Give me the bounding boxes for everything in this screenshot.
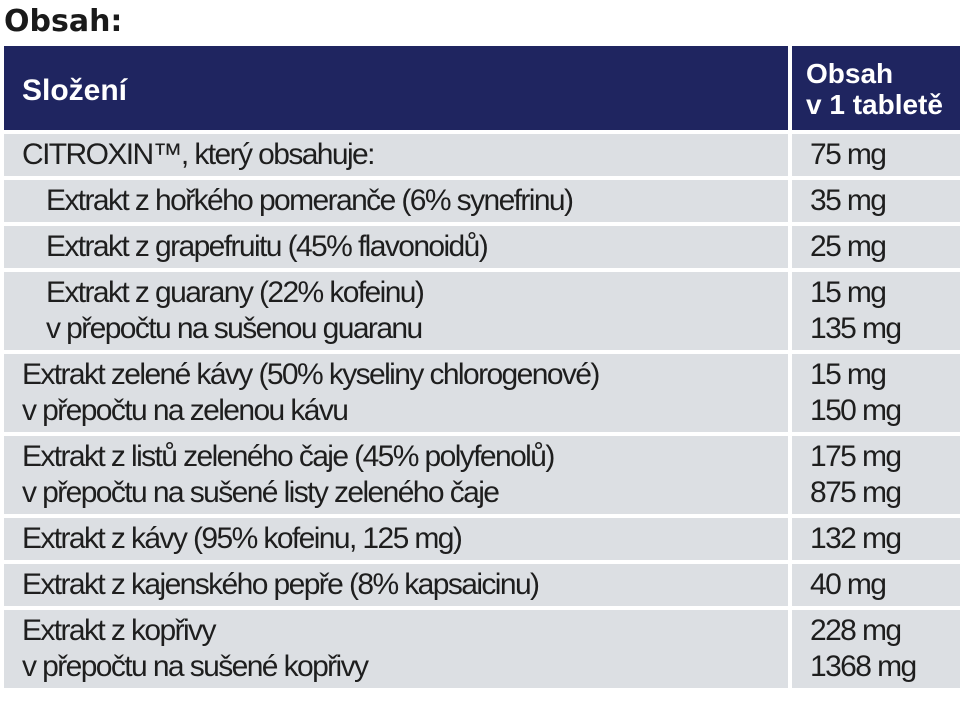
amount-text: 132 mg [810,522,902,555]
amount-text: 15 mg [810,358,887,391]
ingredient-cell: Extrakt z grapefruitu (45% flavonoidů) [4,226,788,268]
amount-cell: 40 mg [792,564,960,606]
ingredient-subtext: v přepočtu na sušené kopřivy [22,650,369,683]
amount-subtext: 875 mg [810,476,902,509]
amount-cell: 25 mg [792,226,960,268]
ingredient-text: Extrakt zelené kávy (50% kyseliny chloro… [22,358,600,391]
amount-cell: 75 mg [792,134,960,176]
ingredient-cell: Extrakt zelené kávy (50% kyseliny chloro… [4,354,788,432]
ingredient-cell: Extrakt z kopřivy v přepočtu na sušené k… [4,610,788,688]
amount-text: 15 mg [810,276,887,309]
composition-table: Složení Obsah v 1 tabletě CITROXIN™, kte… [4,46,960,692]
ingredient-subtext: v přepočtu na sušenou guaranu [46,312,423,345]
table-row: Extrakt zelené kávy (50% kyseliny chloro… [4,354,960,432]
table-row: Extrakt z listů zeleného čaje (45% polyf… [4,436,960,514]
amount-cell: 15 mg 150 mg [792,354,960,432]
column-header-amount: Obsah v 1 tabletě [792,46,960,130]
ingredient-subtext: v přepočtu na zelenou kávu [22,394,349,427]
table-row: CITROXIN™, který obsahuje: 75 mg [4,134,960,176]
table-header-row: Složení Obsah v 1 tabletě [4,46,960,130]
table-row: Extrakt z grapefruitu (45% flavonoidů) 2… [4,226,960,268]
amount-subtext: 150 mg [810,394,902,427]
ingredient-text: Extrakt z kopřivy [22,614,216,647]
page-heading: Obsah: [4,4,123,39]
amount-cell: 175 mg 875 mg [792,436,960,514]
amount-cell: 15 mg 135 mg [792,272,960,350]
amount-cell: 228 mg 1368 mg [792,610,960,688]
ingredient-cell: CITROXIN™, který obsahuje: [4,134,788,176]
ingredient-cell: Extrakt z kávy (95% kofeinu, 125 mg) [4,518,788,560]
ingredient-subtext: v přepočtu na sušené listy zeleného čaje [22,476,500,509]
ingredient-text: Extrakt z guarany (22% kofeinu) [46,276,425,309]
table-row: Extrakt z kávy (95% kofeinu, 125 mg) 132… [4,518,960,560]
amount-text: 25 mg [810,230,887,263]
ingredient-text: Extrakt z hořkého pomeranče (6% synefrin… [46,184,574,217]
ingredient-text: Extrakt z kávy (95% kofeinu, 125 mg) [22,522,463,555]
amount-text: 35 mg [810,184,887,217]
ingredient-cell: Extrakt z hořkého pomeranče (6% synefrin… [4,180,788,222]
amount-subtext: 135 mg [810,312,902,345]
amount-text: 75 mg [810,138,887,171]
ingredient-text: Extrakt z grapefruitu (45% flavonoidů) [46,230,489,263]
amount-text: 40 mg [810,568,887,601]
amount-text: 175 mg [810,440,902,473]
ingredient-cell: Extrakt z kajenského pepře (8% kapsaicin… [4,564,788,606]
amount-cell: 35 mg [792,180,960,222]
ingredient-cell: Extrakt z listů zeleného čaje (45% polyf… [4,436,788,514]
ingredient-text: Extrakt z kajenského pepře (8% kapsaicin… [22,568,540,601]
ingredient-text: Extrakt z listů zeleného čaje (45% polyf… [22,440,555,473]
table-row: Extrakt z kopřivy v přepočtu na sušené k… [4,610,960,688]
table-row: Extrakt z hořkého pomeranče (6% synefrin… [4,180,960,222]
column-header-composition: Složení [4,46,788,130]
amount-subtext: 1368 mg [810,650,917,683]
ingredient-cell: Extrakt z guarany (22% kofeinu) v přepoč… [4,272,788,350]
amount-cell: 132 mg [792,518,960,560]
column-header-amount-line1: Obsah [806,58,894,89]
amount-text: 228 mg [810,614,902,647]
column-header-amount-line2: v 1 tabletě [806,89,943,120]
table-row: Extrakt z kajenského pepře (8% kapsaicin… [4,564,960,606]
table-row: Extrakt z guarany (22% kofeinu) v přepoč… [4,272,960,350]
ingredient-text: CITROXIN™, který obsahuje: [22,138,375,171]
